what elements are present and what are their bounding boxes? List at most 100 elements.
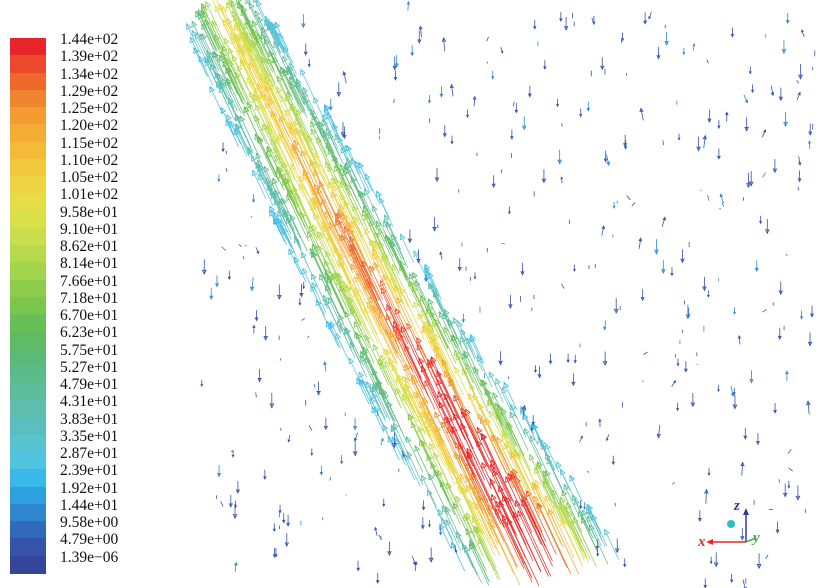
legend-swatch [10,521,46,540]
velocity-vector [438,526,443,536]
velocity-vector [531,481,563,547]
velocity-vector [495,377,511,411]
velocity-vector [797,156,802,166]
velocity-vector [427,304,449,349]
velocity-vector [507,472,542,545]
velocity-vector [579,500,583,510]
velocity-vector [514,103,519,114]
velocity-vector [579,108,583,118]
velocity-vector [427,95,432,104]
velocity-vector [255,392,257,398]
velocity-vector [785,253,788,256]
legend-tick-label: 6.70e+01 [60,307,119,325]
velocity-vector [373,261,403,325]
velocity-vector [323,417,328,431]
velocity-vector [544,495,575,559]
legend-tick-label: 9.58e+00 [60,514,119,532]
legend-tick-label: 1.39e−06 [60,548,119,566]
velocity-vector [204,59,219,89]
velocity-vector [195,10,215,50]
velocity-vector [394,284,421,341]
legend-tick-label: 7.18e+01 [60,289,119,307]
velocity-vector [560,176,564,184]
velocity-vector [433,469,455,515]
velocity-vector [364,188,380,221]
velocity-vector [309,159,343,228]
velocity-vector [537,502,572,574]
velocity-vector [380,437,384,446]
velocity-vector [393,99,395,103]
legend-tick-label: 1.01e+02 [60,186,119,204]
velocity-vector [236,64,261,115]
velocity-vector [303,43,308,56]
z-axis-label: z [734,498,740,514]
velocity-vector [311,113,330,153]
velocity-vector [218,3,244,57]
velocity-vector [461,411,490,470]
velocity-vector [371,406,385,433]
velocity-vector [762,172,766,178]
velocity-vector [316,136,339,184]
velocity-vector [360,355,379,394]
velocity-vector [217,465,222,478]
velocity-vector [782,483,788,498]
velocity-vector [514,500,552,577]
velocity-vector [311,281,327,314]
velocity-vector [378,196,394,228]
velocity-vector [503,381,518,411]
velocity-vector [274,188,290,222]
velocity-vector [541,169,547,184]
velocity-vector [230,120,245,150]
velocity-vector [750,84,755,94]
velocity-vector [372,368,390,406]
velocity-vector [283,69,304,113]
velocity-vector [220,106,235,135]
velocity-vector [512,468,543,533]
velocity-vector [299,183,322,231]
velocity-vector [773,402,777,414]
velocity-vector [441,359,475,429]
velocity-vector [238,20,264,73]
velocity-vector [352,204,375,251]
velocity-vector [232,504,238,520]
y-axis-label: y [753,530,760,546]
velocity-vector [427,298,450,344]
velocity-vector [307,335,310,339]
velocity-vector [781,39,787,54]
velocity-vector [508,294,513,309]
velocity-vector [242,256,245,260]
velocity-vector [592,15,596,26]
velocity-vector [501,407,525,456]
velocity-vector [391,233,408,269]
velocity-vector [490,459,520,521]
velocity-vector [571,373,576,387]
velocity-vector [765,554,769,560]
velocity-vector [209,85,224,115]
velocity-vector [557,149,563,165]
velocity-vector [743,427,748,440]
velocity-vector [510,403,527,438]
velocity-vector [744,117,750,132]
legend-tick-label: 1.44e+02 [60,31,119,48]
legend-tick-label: 4.79e+01 [60,376,119,394]
velocity-vector [717,120,721,130]
velocity-vector [680,249,685,264]
velocity-vector [606,154,611,167]
legend-tick-label: 8.14e+01 [60,255,119,273]
velocity-vector [363,307,394,370]
velocity-vector [453,412,485,480]
velocity-vector [239,32,265,86]
velocity-vector [417,312,446,372]
velocity-vector [707,109,712,124]
velocity-vector [401,450,405,458]
velocity-vector [536,462,558,508]
velocity-vector [495,500,532,578]
velocity-vector [387,435,400,461]
velocity-vector [492,434,524,500]
velocity-vector [302,169,336,239]
velocity-vector [502,433,531,492]
velocity-vector [271,22,286,51]
legend-tick-label: 1.20e+02 [60,117,119,135]
velocity-vector [471,473,505,542]
